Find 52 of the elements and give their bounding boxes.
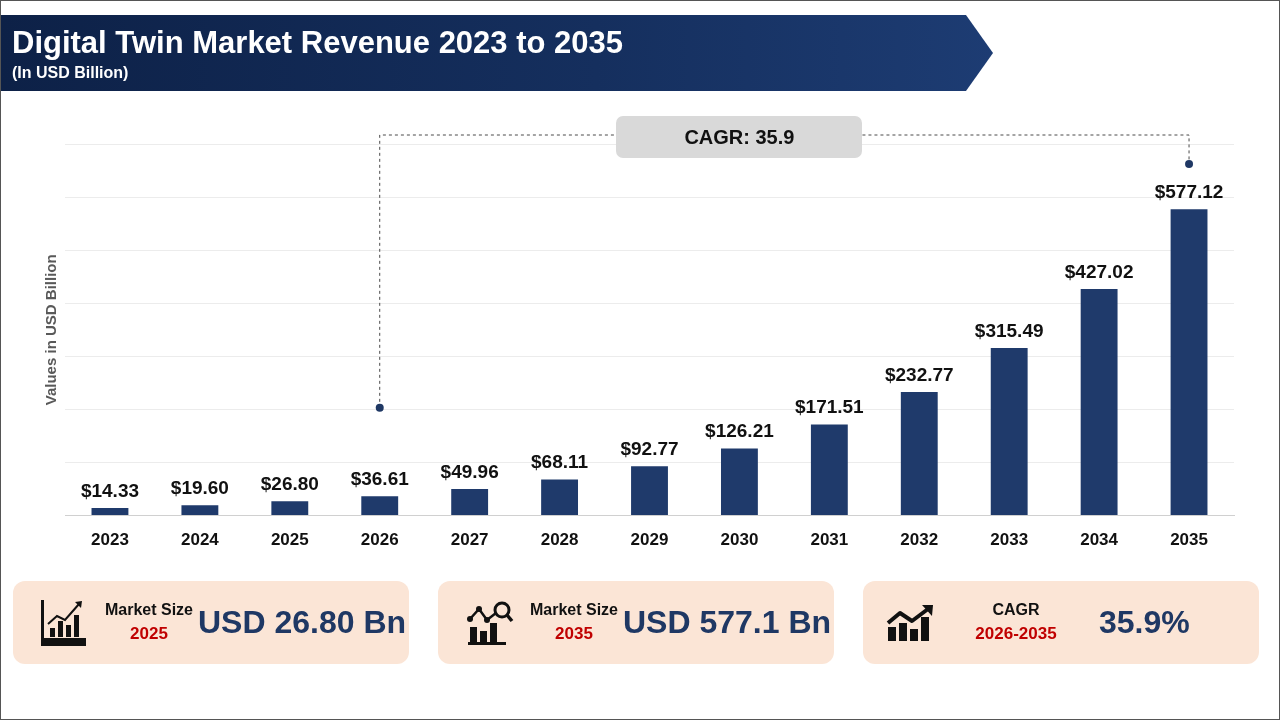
data-label: $315.49 bbox=[974, 319, 1044, 341]
data-label: $232.77 bbox=[884, 363, 954, 385]
text: Market Size bbox=[529, 601, 619, 618]
data-label: $427.02 bbox=[1064, 260, 1134, 282]
text: USD 26.80 Bn bbox=[198, 603, 407, 641]
bar bbox=[451, 489, 489, 516]
x-tick-label: 2027 bbox=[450, 530, 489, 550]
bar bbox=[91, 507, 129, 516]
data-label: $14.33 bbox=[80, 479, 140, 501]
bar bbox=[631, 466, 668, 516]
x-tick-label: 2023 bbox=[91, 530, 129, 550]
bar bbox=[361, 496, 399, 516]
bar bbox=[900, 392, 938, 516]
data-label: $19.60 bbox=[170, 476, 229, 498]
text: USD 577.1 Bn bbox=[623, 603, 832, 641]
text: Market Size bbox=[104, 601, 194, 618]
data-label: $26.80 bbox=[260, 473, 319, 495]
x-tick-label: 2035 bbox=[1170, 530, 1208, 550]
x-tick-label: 2030 bbox=[720, 530, 759, 550]
x-tick-label: 2024 bbox=[180, 530, 220, 550]
data-label: $92.77 bbox=[620, 438, 679, 460]
data-label: $49.96 bbox=[440, 460, 499, 482]
x-tick-label: 2028 bbox=[540, 530, 579, 550]
data-label: $577.12 bbox=[1154, 180, 1224, 202]
text: 35.9% bbox=[1099, 603, 1190, 641]
annotation: CAGR: 35.9 bbox=[684, 125, 795, 149]
data-label: $171.51 bbox=[795, 396, 865, 418]
chart-subtitle: (In USD Billion) bbox=[12, 63, 129, 82]
text: CAGR bbox=[991, 601, 1041, 619]
text: 2026-2035 bbox=[974, 624, 1058, 644]
bar bbox=[990, 348, 1028, 516]
x-tick-label: 2032 bbox=[900, 530, 939, 550]
bar bbox=[1170, 209, 1208, 516]
bar bbox=[1080, 288, 1118, 516]
bar bbox=[181, 505, 219, 516]
chart-title: Digital Twin Market Revenue 2023 to 2035 bbox=[12, 25, 624, 61]
x-tick-label: 2033 bbox=[990, 530, 1029, 550]
x-tick-label: 2031 bbox=[810, 530, 849, 550]
data-label: $68.11 bbox=[531, 451, 589, 473]
text: 2035 bbox=[555, 624, 593, 643]
x-tick-label: 2025 bbox=[270, 530, 309, 550]
x-tick-label: 2029 bbox=[630, 530, 669, 550]
x-tick-label: 2026 bbox=[360, 530, 399, 550]
y-axis-title: Values in USD Billion bbox=[42, 254, 60, 406]
data-label: $126.21 bbox=[705, 420, 775, 442]
bar bbox=[541, 479, 579, 516]
bar bbox=[271, 501, 309, 516]
bar bbox=[720, 448, 758, 516]
x-tick-label: 2034 bbox=[1080, 530, 1119, 550]
data-label: $36.61 bbox=[350, 467, 410, 489]
bar bbox=[810, 424, 848, 516]
text: 2025 bbox=[130, 624, 168, 643]
